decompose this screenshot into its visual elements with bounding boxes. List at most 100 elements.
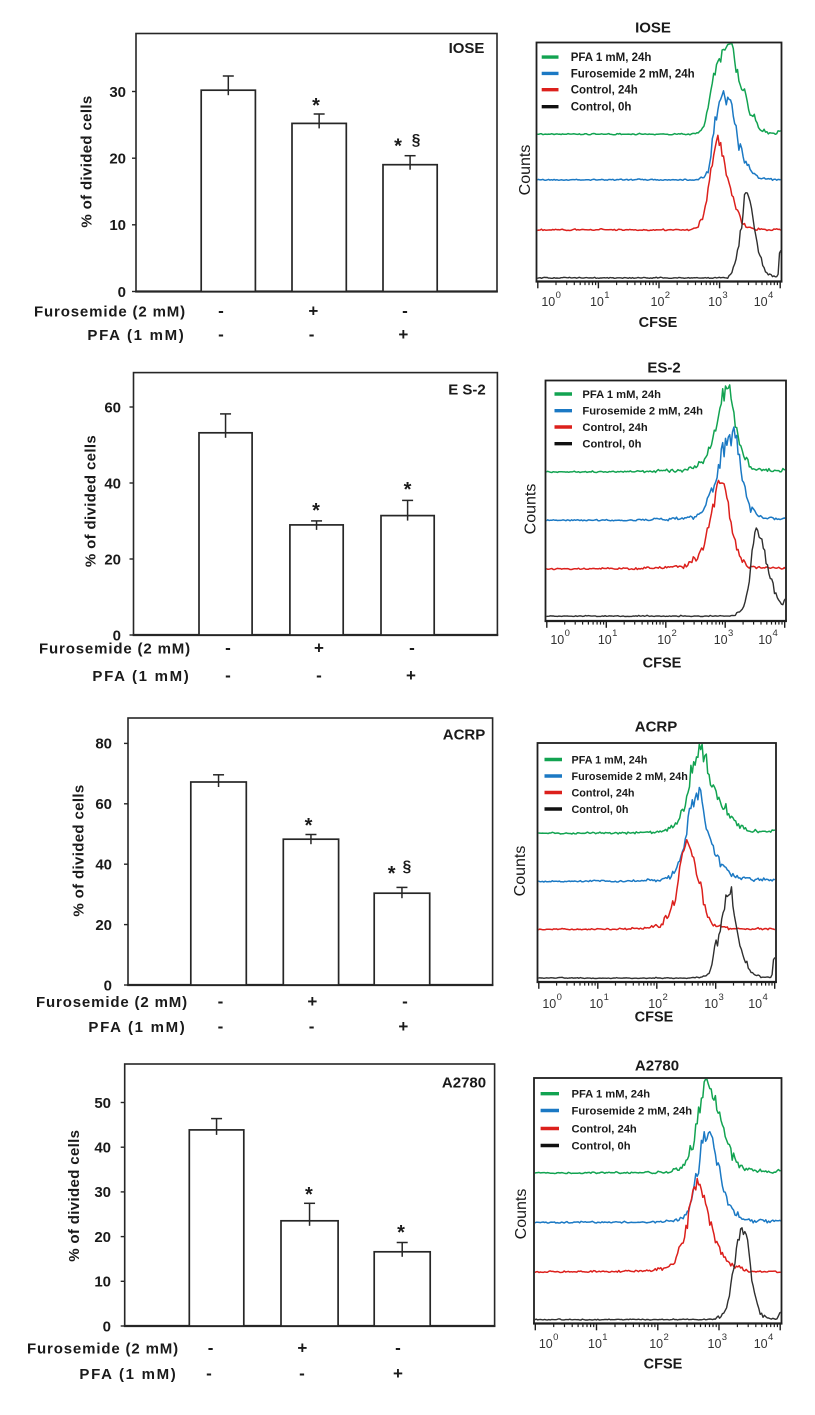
svg-text:-: - (225, 639, 231, 658)
svg-text:10: 10 (589, 997, 603, 1011)
svg-text:-: - (316, 666, 322, 685)
svg-text:*: * (312, 95, 320, 117)
svg-text:Counts: Counts (513, 1189, 530, 1240)
svg-text:10: 10 (109, 217, 126, 234)
svg-text:ES-2: ES-2 (647, 360, 680, 377)
svg-text:*: * (404, 479, 412, 501)
svg-text:Furosemide 2 mM, 24h: Furosemide 2 mM, 24h (572, 771, 688, 783)
svg-text:4: 4 (768, 290, 773, 301)
svg-text:Control, 0h: Control, 0h (582, 439, 641, 451)
svg-text:2: 2 (672, 628, 677, 639)
svg-text:60: 60 (95, 796, 112, 813)
svg-text:Furosemide (2 mM): Furosemide (2 mM) (27, 1340, 179, 1357)
svg-text:60: 60 (104, 399, 121, 416)
svg-text:10: 10 (657, 633, 671, 647)
svg-text:Furosemide 2 mM, 24h: Furosemide 2 mM, 24h (571, 68, 695, 80)
svg-text:A2780: A2780 (442, 1074, 486, 1091)
svg-text:10: 10 (758, 633, 772, 647)
svg-text:3: 3 (719, 992, 724, 1003)
svg-text:Control, 0h: Control, 0h (572, 1141, 631, 1153)
svg-text:PFA 1 mM, 24h: PFA 1 mM, 24h (571, 52, 652, 64)
svg-text:-: - (409, 639, 415, 658)
svg-text:PFA 1 mM, 24h: PFA 1 mM, 24h (572, 1089, 651, 1101)
svg-text:1: 1 (612, 628, 617, 639)
svg-text:2: 2 (665, 290, 670, 301)
svg-text:CFSE: CFSE (643, 656, 682, 672)
svg-text:PFA 1 mM, 24h: PFA 1 mM, 24h (582, 389, 661, 401)
svg-text:Furosemide 2 mM, 24h: Furosemide 2 mM, 24h (582, 406, 703, 418)
svg-text:*: * (312, 500, 320, 522)
svg-text:% of divided cells: % of divided cells (82, 435, 99, 567)
svg-text:10: 10 (588, 1337, 602, 1351)
svg-text:0: 0 (118, 284, 126, 301)
svg-text:% of divided cells: % of divided cells (70, 784, 87, 916)
svg-text:*: * (397, 1222, 405, 1244)
svg-text:-: - (402, 992, 408, 1011)
svg-text:-: - (309, 1017, 315, 1036)
svg-text:3: 3 (728, 628, 733, 639)
svg-text:30: 30 (109, 84, 126, 101)
svg-text:ACRP: ACRP (635, 719, 678, 736)
svg-text:10: 10 (649, 1337, 663, 1351)
svg-text:Control, 24h: Control, 24h (582, 422, 647, 434)
svg-text:-: - (218, 1017, 224, 1036)
svg-text:10: 10 (704, 997, 718, 1011)
svg-text:Counts: Counts (523, 484, 540, 535)
svg-text:+: + (314, 639, 324, 658)
svg-text:4: 4 (773, 628, 778, 639)
svg-text:Control, 0h: Control, 0h (572, 804, 629, 816)
svg-text:CFSE: CFSE (635, 1010, 674, 1026)
svg-text:*: * (305, 815, 313, 837)
svg-text:CFSE: CFSE (644, 1357, 683, 1373)
svg-text:-: - (309, 325, 315, 344)
svg-text:PFA (1 mM): PFA (1 mM) (87, 327, 185, 344)
svg-text:10: 10 (541, 295, 555, 309)
svg-text:*: * (388, 863, 396, 885)
svg-text:10: 10 (708, 295, 722, 309)
svg-text:80: 80 (95, 736, 112, 753)
svg-text:-: - (299, 1364, 305, 1383)
svg-text:1: 1 (602, 1332, 607, 1343)
svg-text:10: 10 (754, 1337, 768, 1351)
svg-text:+: + (398, 325, 408, 344)
svg-text:10: 10 (651, 295, 665, 309)
svg-text:+: + (308, 302, 318, 321)
svg-text:A2780: A2780 (635, 1058, 679, 1075)
svg-text:-: - (218, 302, 224, 321)
svg-text:10: 10 (754, 295, 768, 309)
svg-text:0: 0 (104, 977, 112, 994)
svg-text:10: 10 (94, 1274, 111, 1291)
svg-text:% of divided cells: % of divided cells (66, 1130, 83, 1262)
svg-text:10: 10 (598, 633, 612, 647)
svg-text:Counts: Counts (512, 846, 529, 897)
svg-text:10: 10 (550, 633, 564, 647)
svg-text:-: - (402, 302, 408, 321)
svg-text:+: + (398, 1017, 408, 1036)
svg-text:3: 3 (722, 1332, 727, 1343)
svg-text:Control, 24h: Control, 24h (571, 85, 638, 97)
svg-text:10: 10 (539, 1337, 553, 1351)
svg-text:2: 2 (663, 992, 668, 1003)
svg-text:20: 20 (104, 551, 121, 568)
svg-text:4: 4 (763, 992, 768, 1003)
svg-text:10: 10 (590, 295, 604, 309)
svg-text:PFA (1 mM): PFA (1 mM) (88, 1019, 186, 1036)
svg-text:-: - (225, 666, 231, 685)
svg-text:-: - (206, 1364, 212, 1383)
svg-text:CFSE: CFSE (639, 315, 678, 331)
svg-text:+: + (393, 1364, 403, 1383)
svg-text:*: * (305, 1184, 313, 1206)
svg-text:1: 1 (604, 290, 609, 301)
svg-text:40: 40 (95, 857, 112, 874)
svg-text:§: § (403, 858, 412, 875)
svg-text:20: 20 (94, 1229, 111, 1246)
svg-text:% of divided cells: % of divided cells (78, 95, 95, 227)
svg-text:-: - (218, 992, 224, 1011)
svg-text:0: 0 (103, 1318, 111, 1335)
svg-text:PFA (1 mM): PFA (1 mM) (92, 668, 190, 685)
svg-text:IOSE: IOSE (635, 20, 671, 37)
svg-text:-: - (395, 1339, 401, 1358)
svg-text:50: 50 (94, 1095, 111, 1112)
svg-text:+: + (307, 992, 317, 1011)
svg-text:-: - (208, 1339, 214, 1358)
